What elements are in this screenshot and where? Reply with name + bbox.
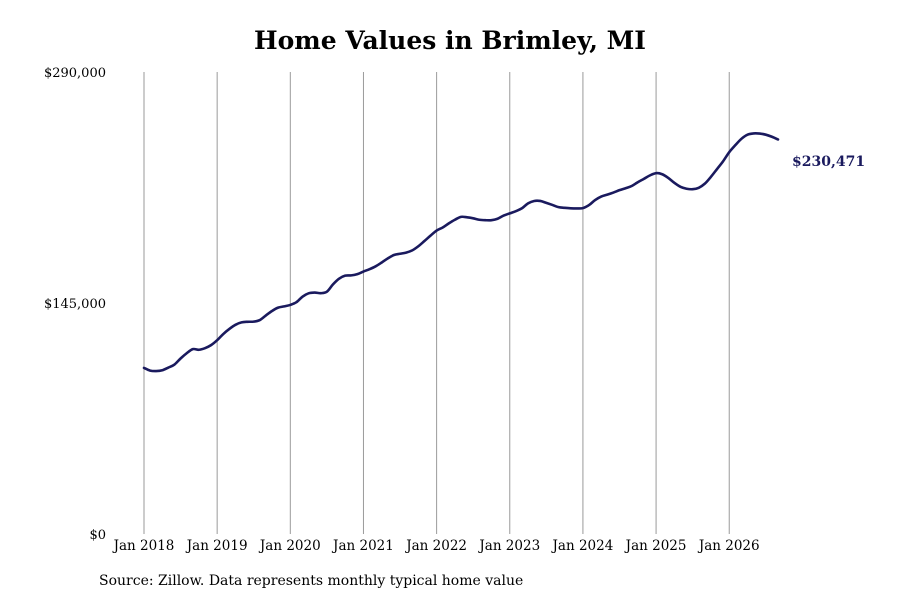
- series-group: [142, 132, 780, 373]
- end-label-group: $230,471: [792, 154, 865, 170]
- x-axis-ticks: Jan 2018 Jan 2019 Jan 2020 Jan 2021 Jan 2022…: [112, 538, 760, 554]
- home-value-line: [142, 132, 780, 373]
- x-tick-label: Jan 2024: [551, 538, 614, 554]
- end-value-label: $230,471: [792, 154, 865, 170]
- x-tick-label: Jan 2021: [331, 538, 394, 554]
- source-note: Source: Zillow. Data represents monthly …: [99, 573, 524, 589]
- vertical-gridlines: [143, 72, 730, 534]
- x-tick-label: Jan 2025: [624, 538, 687, 554]
- x-tick-label: Jan 2023: [477, 538, 540, 554]
- y-tick-label: $0: [89, 528, 106, 543]
- y-axis-ticks: $0 $145,000 $290,000: [44, 66, 106, 543]
- x-tick-label: Jan 2026: [697, 538, 760, 554]
- y-tick-label: $290,000: [44, 66, 106, 81]
- x-tick-label: Jan 2019: [185, 538, 248, 554]
- x-tick-label: Jan 2018: [112, 538, 175, 554]
- chart-title: Home Values in Brimley, MI: [254, 26, 646, 55]
- x-tick-label: Jan 2022: [404, 538, 467, 554]
- y-tick-label: $145,000: [44, 297, 106, 312]
- x-tick-label: Jan 2020: [258, 538, 321, 554]
